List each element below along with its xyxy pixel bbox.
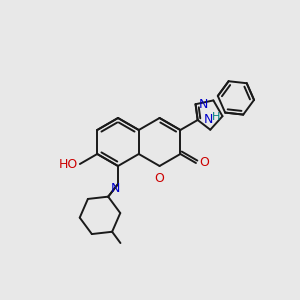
Text: H: H (212, 112, 221, 122)
Text: N: N (199, 98, 208, 111)
Text: O: O (154, 172, 164, 185)
Text: O: O (199, 157, 209, 169)
Text: N: N (111, 182, 121, 195)
Text: N: N (204, 113, 213, 126)
Text: HO: HO (58, 158, 78, 170)
